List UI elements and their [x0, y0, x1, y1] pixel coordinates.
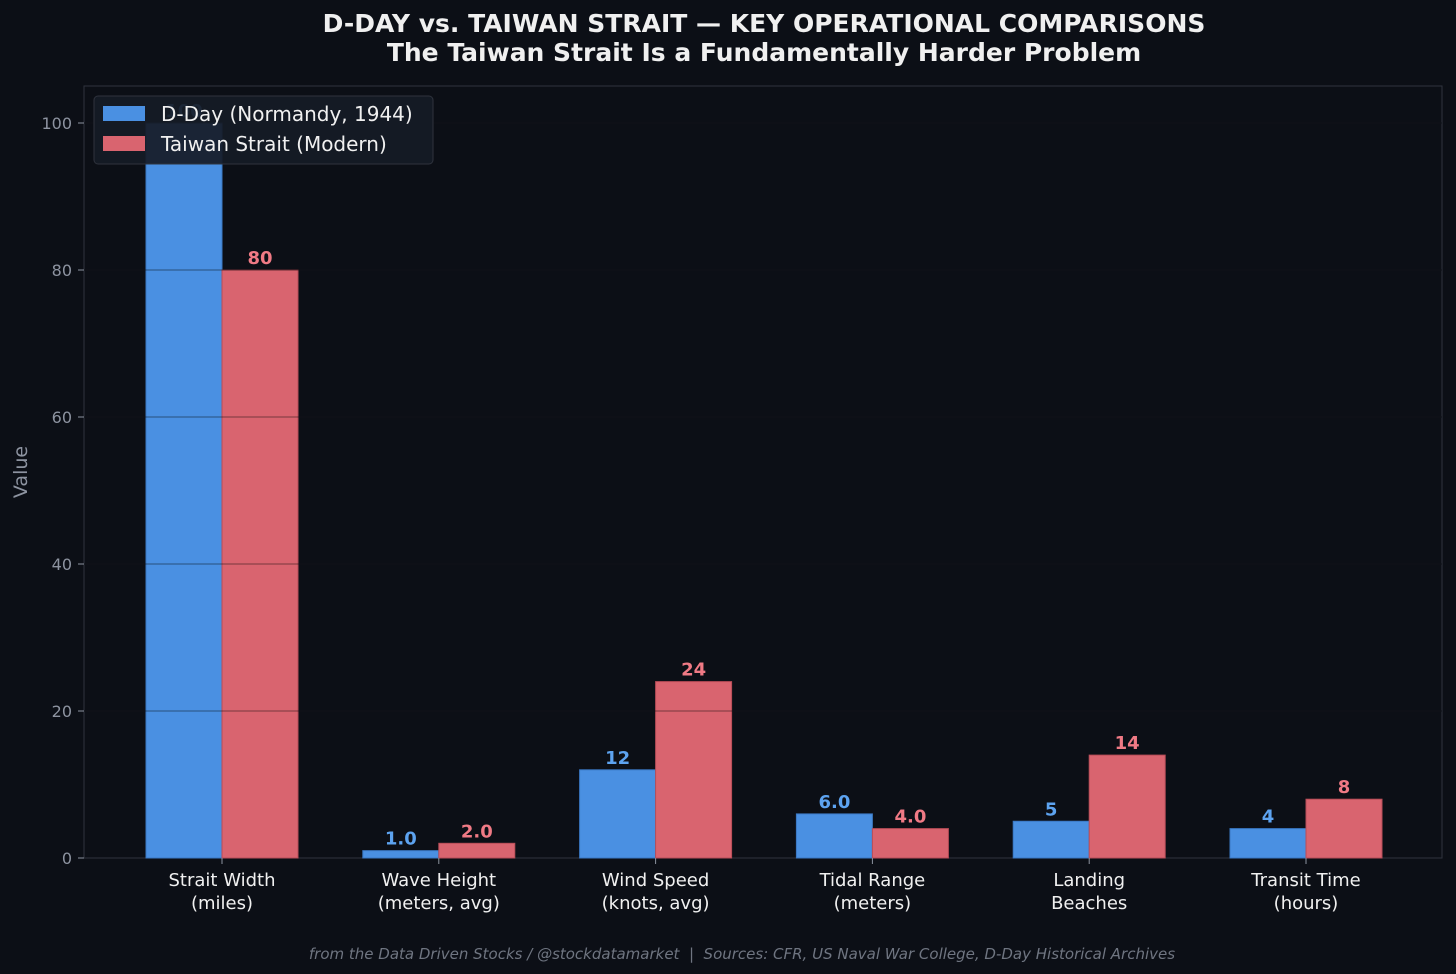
bar-dday-4 — [1012, 820, 1090, 859]
value-label-taiwan-4: 14 — [1115, 733, 1140, 754]
y-tick-label: 0 — [62, 849, 72, 868]
bar-dday-1 — [362, 850, 440, 859]
bars — [145, 122, 1383, 859]
x-category-label: Strait Width — [169, 870, 276, 891]
x-category-label: Landing — [1053, 870, 1125, 891]
y-tick-label: 80 — [52, 261, 72, 280]
legend: D-Day (Normandy, 1944) Taiwan Strait (Mo… — [93, 95, 434, 165]
y-tick-label: 40 — [52, 555, 72, 574]
bar-dday-3 — [795, 813, 873, 859]
legend-label-dday: D-Day (Normandy, 1944) — [161, 102, 413, 126]
value-label-dday-2: 12 — [605, 748, 630, 769]
grid-overlay — [84, 122, 1442, 712]
value-label-taiwan-1: 2.0 — [461, 821, 493, 842]
bar-taiwan-3 — [871, 828, 949, 859]
bar-dday-5 — [1229, 828, 1307, 859]
chart-title: D-DAY vs. TAIWAN STRAIT — KEY OPERATIONA… — [323, 9, 1206, 38]
bar-taiwan-2 — [655, 681, 733, 859]
value-label-taiwan-5: 8 — [1338, 777, 1351, 798]
value-label-taiwan-2: 24 — [681, 660, 706, 681]
legend-swatch-dday — [103, 106, 145, 121]
value-label-taiwan-3: 4.0 — [894, 807, 926, 828]
x-category-label: Beaches — [1051, 893, 1127, 914]
x-axis-categories: Strait Width(miles) Wave Height(meters, a… — [169, 858, 1361, 914]
value-label-dday-3: 6.0 — [818, 792, 850, 813]
bar-taiwan-4 — [1088, 754, 1166, 859]
bar-dday-2 — [579, 769, 657, 859]
value-label-dday-4: 5 — [1045, 799, 1058, 820]
x-category-label: Wind Speed — [602, 870, 709, 891]
x-category-label: (hours) — [1274, 893, 1339, 914]
x-category-label: (meters, avg) — [378, 893, 500, 914]
y-tick-label: 60 — [52, 408, 72, 427]
y-axis-label: Value — [10, 446, 32, 498]
y-tick-label: 20 — [52, 702, 72, 721]
bar-taiwan-1 — [438, 842, 516, 859]
x-category-label: Transit Time — [1250, 870, 1360, 891]
legend-box — [93, 95, 434, 165]
y-axis-ticks: 0 20 40 60 80 100 — [41, 114, 84, 868]
bar-taiwan-5 — [1305, 798, 1383, 859]
x-category-label: (knots, avg) — [602, 893, 710, 914]
legend-swatch-taiwan — [103, 136, 145, 151]
bar-dday-0 — [145, 122, 223, 859]
value-label-taiwan-0: 80 — [247, 248, 272, 269]
x-category-label: Wave Height — [381, 870, 496, 891]
x-category-label: (miles) — [191, 893, 253, 914]
x-category-label: (meters) — [834, 893, 912, 914]
bar-taiwan-0 — [221, 269, 299, 859]
value-label-dday-5: 4 — [1262, 807, 1275, 828]
y-tick-label: 100 — [41, 114, 72, 133]
value-label-dday-1: 1.0 — [385, 829, 417, 850]
chart-subtitle: The Taiwan Strait Is a Fundamentally Har… — [387, 38, 1141, 67]
footnote: from the Data Driven Stocks / @stockdata… — [309, 945, 1175, 963]
x-category-label: Tidal Range — [819, 870, 926, 891]
legend-label-taiwan: Taiwan Strait (Modern) — [160, 132, 387, 156]
plot-area — [83, 85, 1443, 859]
